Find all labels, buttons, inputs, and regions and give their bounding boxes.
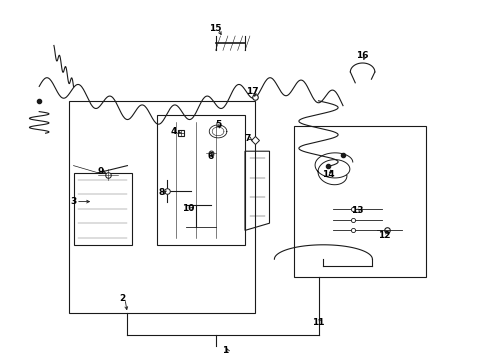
Text: 7: 7 xyxy=(244,134,251,143)
Text: 2: 2 xyxy=(120,294,125,303)
Text: 16: 16 xyxy=(356,51,369,60)
Text: 6: 6 xyxy=(208,152,214,161)
Text: 4: 4 xyxy=(171,127,177,136)
Text: 8: 8 xyxy=(159,188,165,197)
Text: 1: 1 xyxy=(222,346,228,355)
Text: 13: 13 xyxy=(351,206,364,215)
Text: 15: 15 xyxy=(209,24,222,33)
Text: 9: 9 xyxy=(97,166,104,176)
Bar xyxy=(69,101,255,313)
Text: 11: 11 xyxy=(312,318,325,327)
Bar xyxy=(294,126,426,277)
Text: 5: 5 xyxy=(215,120,221,129)
Text: 12: 12 xyxy=(378,231,391,240)
Text: 3: 3 xyxy=(71,197,76,206)
Text: 14: 14 xyxy=(322,170,335,179)
Text: 10: 10 xyxy=(182,204,195,213)
Text: 17: 17 xyxy=(246,87,259,96)
